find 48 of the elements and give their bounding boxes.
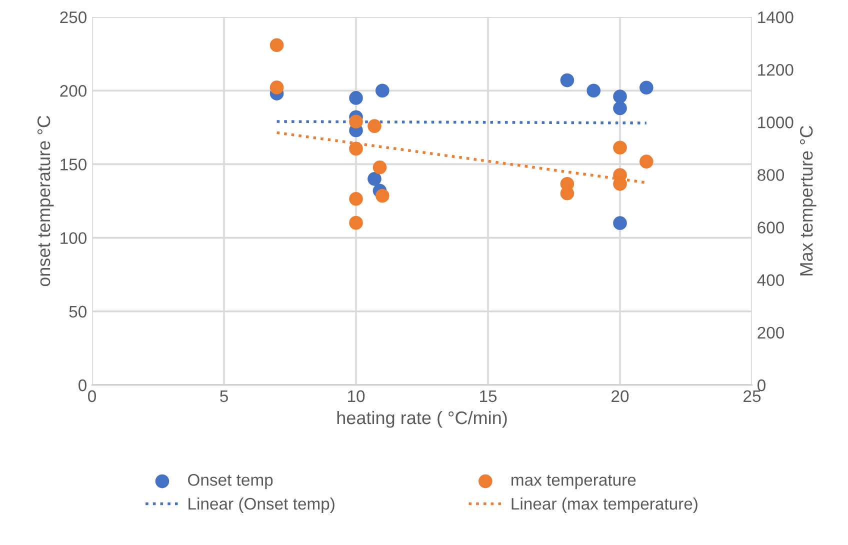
y-tick-label: 200	[60, 85, 86, 97]
legend-label: Linear (max temperature)	[512, 497, 698, 514]
point	[560, 73, 574, 88]
y-tick-label: 250	[60, 11, 86, 24]
y2-tick-label: 200	[758, 326, 784, 339]
point	[349, 216, 363, 230]
point	[639, 154, 654, 168]
legend-label: Linear (Onset temp)	[188, 497, 334, 514]
y-tick-label: 50	[69, 306, 86, 318]
y2-tick-label: 0	[758, 379, 766, 392]
point	[368, 119, 382, 133]
y2-axis-title: Max temperture °C	[800, 126, 816, 276]
point	[613, 101, 627, 116]
point	[349, 91, 363, 105]
point	[586, 84, 601, 98]
y2-tick-label: 400	[757, 274, 784, 286]
y-axis-title: onset temperature °C	[37, 116, 54, 286]
x-tick-label: 15	[480, 390, 497, 402]
x-tick-label: 10	[348, 390, 365, 402]
legend-label: max temperature	[512, 474, 636, 490]
x-tick-label: 5	[220, 390, 228, 402]
y2-tick-label: 1400	[758, 11, 794, 24]
point	[375, 84, 390, 98]
y-tick-label: 0	[78, 379, 86, 392]
x-tick-label: 20	[612, 390, 629, 402]
y-tick-label: 100	[60, 232, 86, 244]
point	[613, 216, 627, 230]
point	[613, 177, 627, 191]
point	[375, 188, 390, 203]
point	[368, 172, 382, 186]
y2-tick-label: 800	[758, 169, 784, 181]
point	[349, 114, 363, 129]
legend-label: Onset temp	[188, 474, 273, 490]
y-tick-label: 150	[60, 158, 86, 170]
point	[270, 38, 284, 52]
x-tick-label: 0	[88, 390, 96, 402]
y2-tick-label: 1200	[758, 64, 794, 76]
point	[349, 192, 363, 206]
point	[372, 160, 387, 174]
x-axis-title: heating rate ( °C/min)	[337, 410, 507, 428]
point	[270, 80, 284, 94]
x-tick-label: 25	[744, 390, 761, 402]
y2-tick-label: 600	[758, 222, 784, 234]
y2-tick-label: 1000	[758, 116, 794, 128]
point	[613, 90, 627, 104]
point	[613, 140, 627, 155]
point	[349, 142, 363, 156]
point	[639, 80, 654, 95]
